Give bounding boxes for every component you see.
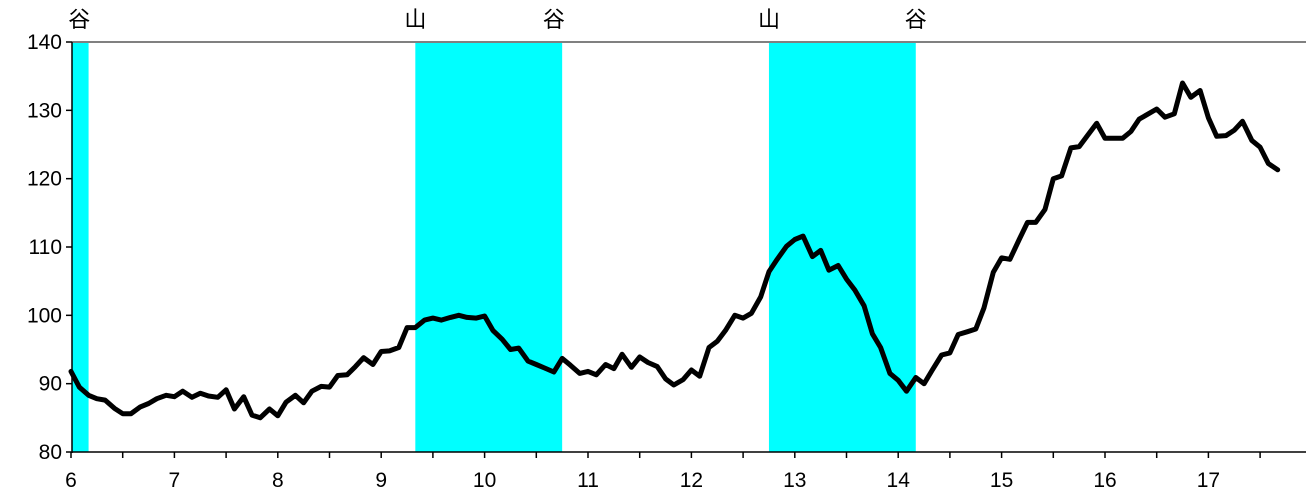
x-tick-label-11: 17 [1197,469,1220,492]
turning-point-label-1: 山 [404,8,426,33]
x-tick-label-9: 15 [990,469,1013,492]
x-tick-label-3: 9 [375,469,387,492]
x-tick-label-2: 8 [272,469,284,492]
x-tick-label-5: 11 [577,469,599,492]
y-tick-label-1: 90 [39,373,62,396]
series-layer [68,80,1281,421]
shaded-period-1 [415,42,563,452]
y-tick-label-6: 140 [27,31,62,54]
x-tick-label-4: 10 [473,469,496,492]
x-tick-label-6: 12 [680,469,703,492]
x-tick-label-10: 16 [1093,469,1116,492]
turning-point-label-4: 谷 [905,8,927,33]
y-tick-label-4: 120 [27,168,62,191]
shaded-periods [72,42,916,452]
labels: 80 90 100 110 120 130 140 6 7 8 9 10 11 12 13 14 15 16 17 谷… [27,8,1220,492]
y-tick-label-0: 80 [39,441,62,464]
series-line-0 [68,80,1281,421]
y-tick-label-5: 130 [27,99,62,122]
shaded-period-0 [72,42,89,452]
y-tick-label-2: 100 [27,304,62,327]
turning-point-label-3: 山 [758,8,780,33]
turning-point-label-2: 谷 [543,8,565,33]
x-tick-label-0: 6 [65,469,77,492]
turning-point-label-0: 谷 [68,8,90,33]
x-tick-label-7: 13 [783,469,806,492]
x-tick-label-1: 7 [169,469,181,492]
axes [66,41,1306,458]
y-tick-label-3: 110 [29,236,62,259]
shaded-period-2 [768,42,916,452]
x-tick-label-8: 14 [887,469,911,492]
